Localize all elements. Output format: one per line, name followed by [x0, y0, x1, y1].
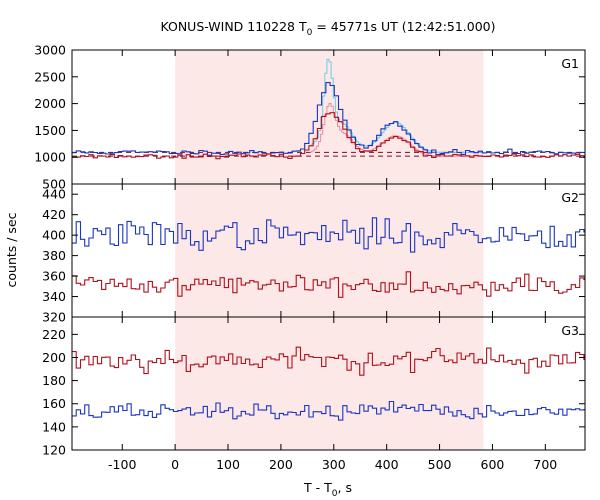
y-tick-label: 340 [42, 289, 66, 304]
panel-g1: 500 1000 1500 2000 2500 3000 G1 [34, 43, 586, 192]
y-axis-title: counts / sec [4, 212, 19, 287]
x-axis-title: T - T0, s [303, 480, 352, 499]
x-tick-label: 0 [171, 457, 179, 472]
y-tick-label: 160 [42, 396, 66, 411]
histogram-blue [72, 82, 585, 156]
panel-label: G2 [561, 190, 579, 205]
model-overlay-light_blue [310, 58, 486, 153]
x-tick-label: 300 [322, 457, 346, 472]
y-tick-label: 500 [42, 177, 66, 192]
histogram-red [72, 346, 585, 376]
panel-g2: 320 340 360 380 400 420 440 G2 [42, 183, 586, 325]
panel-plot-g2 [72, 217, 585, 298]
x-tick-label: 600 [481, 457, 505, 472]
x-axis-title-prefix: T - T [303, 480, 332, 495]
histogram-blue [72, 217, 585, 253]
x-tick-label: 700 [533, 457, 557, 472]
y-tick-label: 200 [42, 350, 66, 365]
x-tick-label: 500 [428, 457, 452, 472]
histogram-red [72, 112, 585, 160]
y-tick-label: 140 [42, 419, 66, 434]
x-axis-title-suffix: , s [338, 480, 352, 495]
y-tick-label: 2500 [34, 69, 66, 84]
y-tick-label: 320 [42, 310, 66, 325]
y-tick-label: 440 [42, 187, 66, 202]
histogram-blue [72, 400, 585, 421]
chart-title-instrument: KONUS-WIND 110228 [160, 19, 295, 34]
plot-area: 50010001500200025003000G1320340360380400… [34, 43, 586, 472]
y-tick-label: 1000 [34, 150, 66, 165]
chart-title-rest: = 45771s UT (12:42:51.000) [312, 19, 495, 34]
panel-label: G1 [561, 56, 579, 71]
shaded-interval [175, 50, 484, 450]
y-tick-label: 380 [42, 248, 66, 263]
panel-frame-g3 [71, 316, 586, 451]
x-tick-label: 400 [375, 457, 399, 472]
panel-label: G3 [561, 323, 579, 338]
chart-title-sub: 0 [307, 28, 313, 38]
y-tick-label: 120 [42, 443, 66, 458]
panel-g3: 120 140 160 180 200 220 G3 [42, 316, 586, 458]
y-tick-label: 400 [42, 228, 66, 243]
panel-plot-g1 [72, 58, 585, 160]
y-tick-label: 420 [42, 207, 66, 222]
histogram-red [72, 271, 585, 298]
chart-title: KONUS-WIND 110228 T0 = 45771s UT (12:42:… [160, 19, 495, 38]
y-tick-label: 220 [42, 327, 66, 342]
y-tick-label: 360 [42, 269, 66, 284]
x-tick-label: 200 [269, 457, 293, 472]
x-tick-label: -100 [108, 457, 136, 472]
y-tick-label: 2000 [34, 96, 66, 111]
chart-title-t: T [298, 19, 307, 34]
y-tick-label: 1500 [34, 123, 66, 138]
x-axis-title-sub: 0 [332, 489, 338, 499]
y-tick-label: 180 [42, 373, 66, 388]
panel-plot-g3 [72, 346, 585, 421]
y-tick-label: 3000 [34, 43, 66, 58]
x-tick-label: 100 [216, 457, 240, 472]
